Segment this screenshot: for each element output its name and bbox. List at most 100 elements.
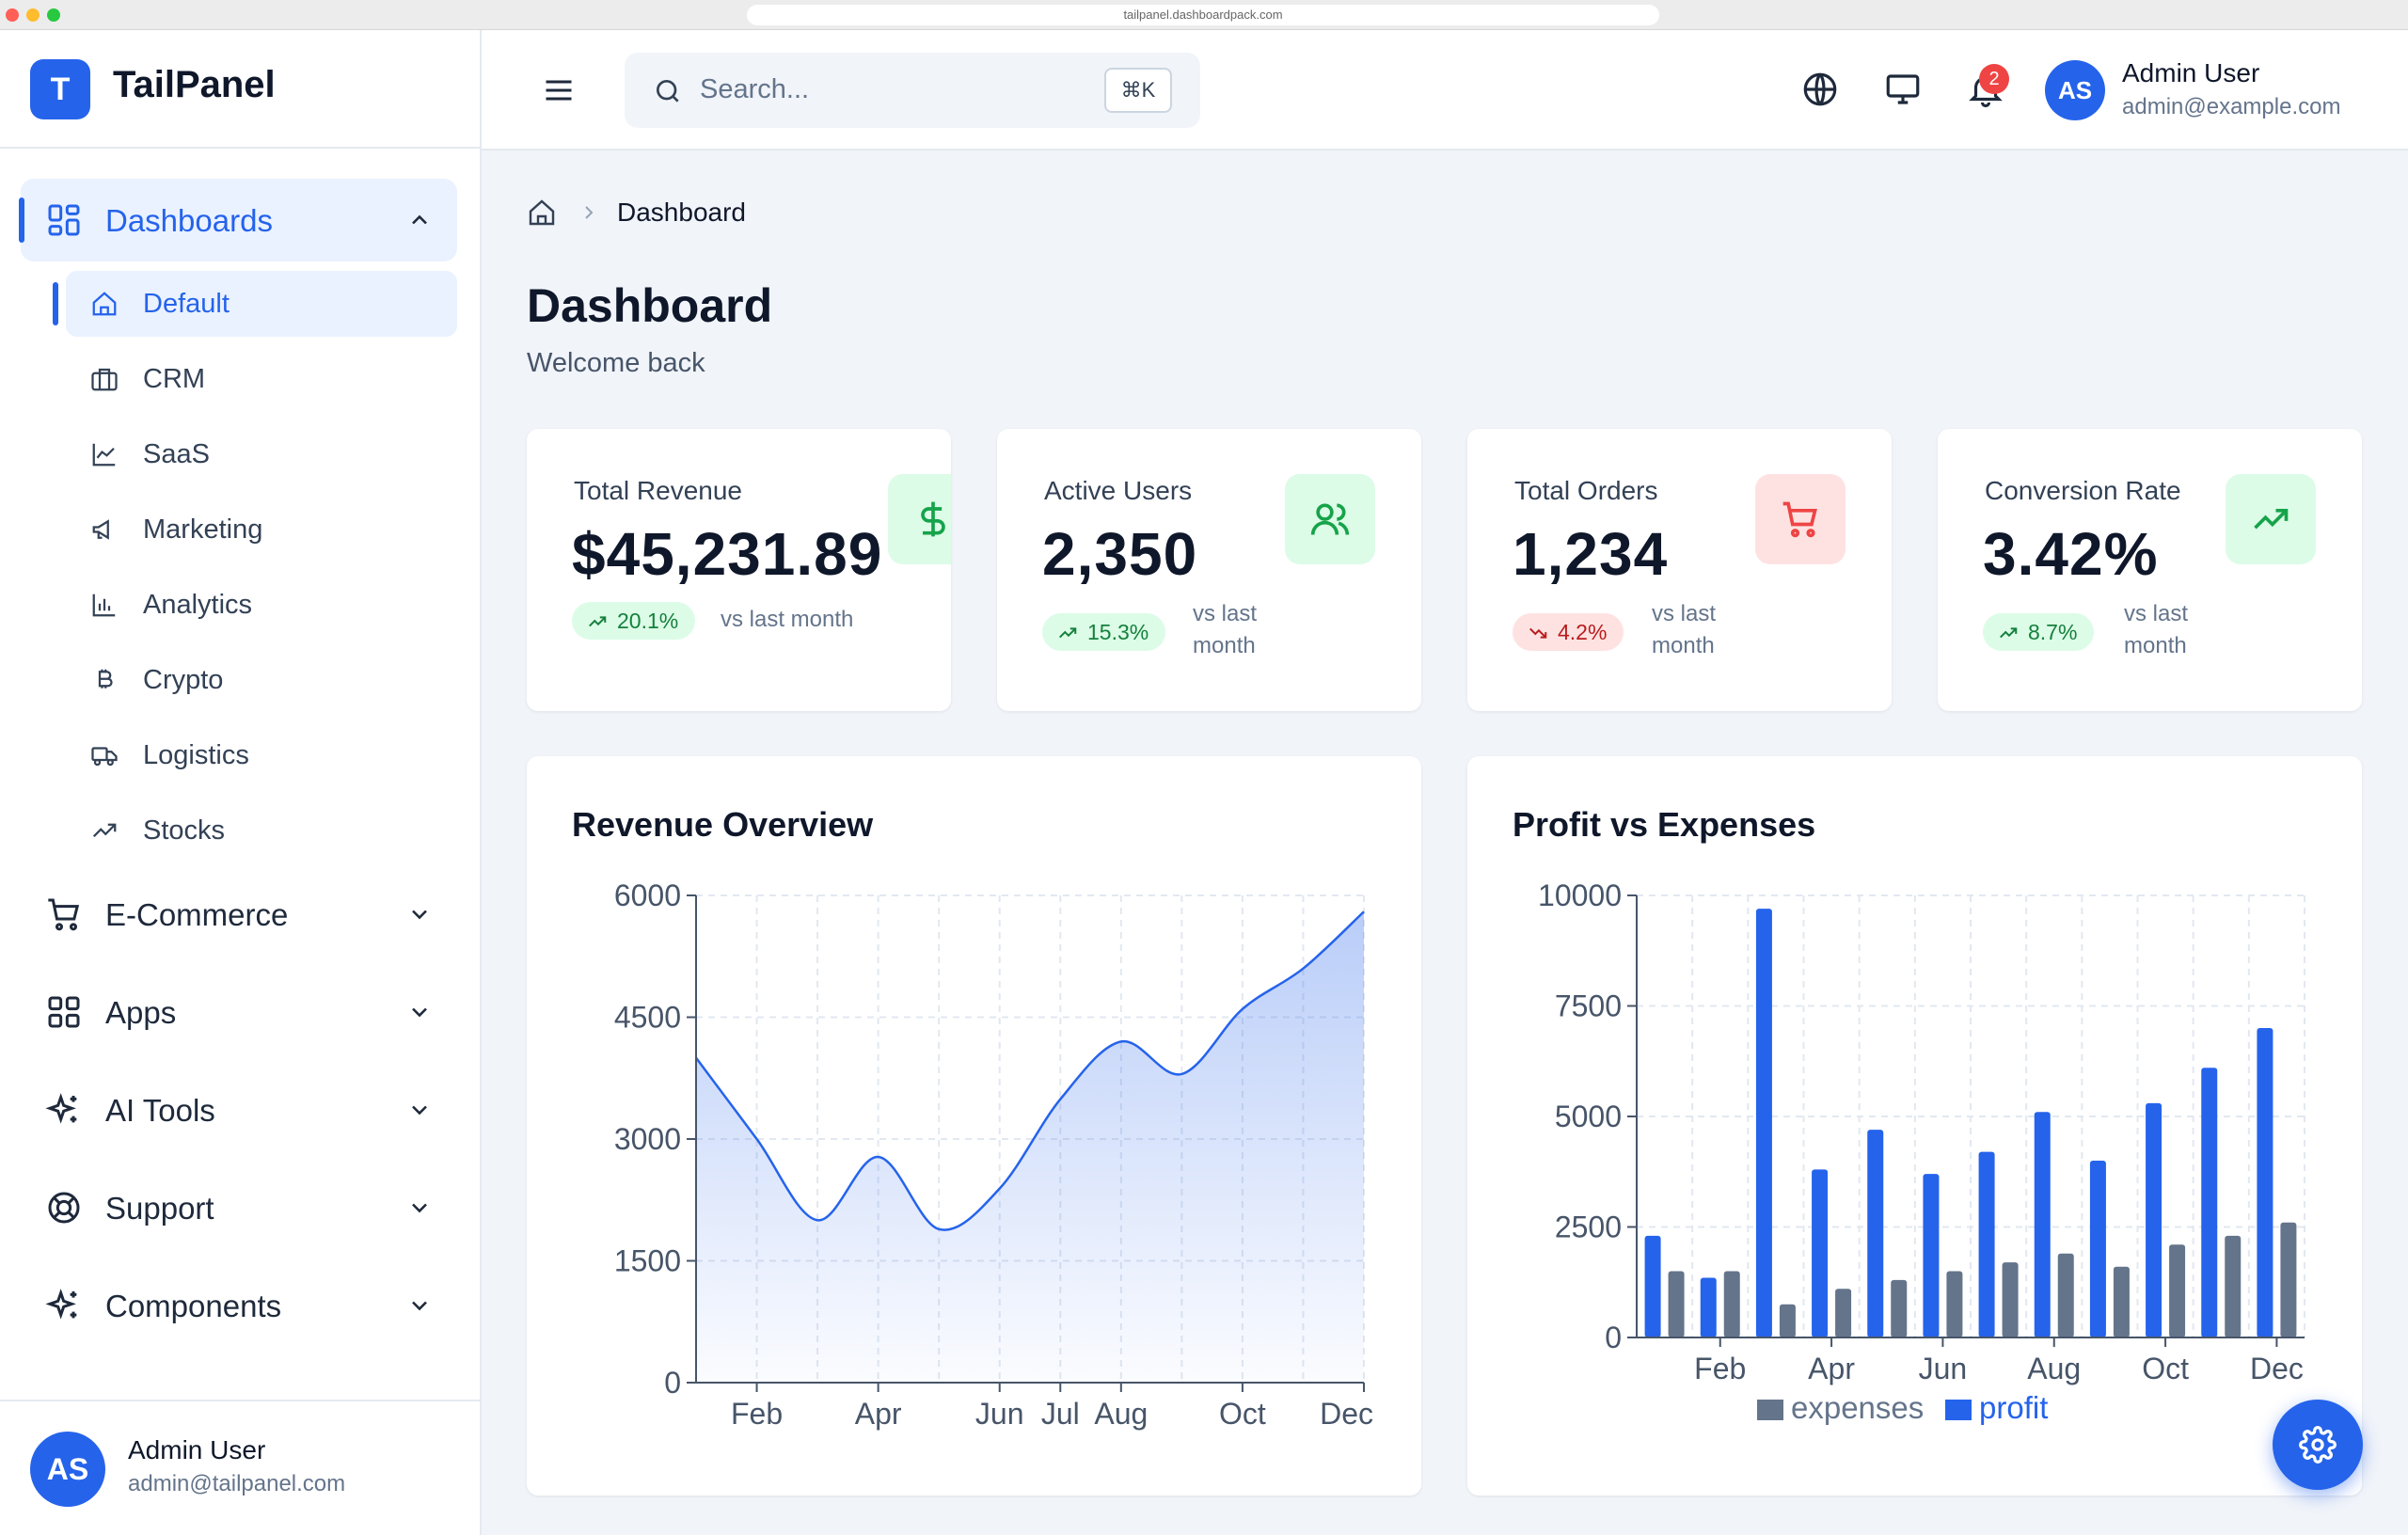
sidebar-item-saas[interactable]: SaaS <box>66 421 457 487</box>
bar-profit <box>2257 1028 2273 1337</box>
nav-group-ecommerce[interactable]: E-Commerce <box>21 873 457 956</box>
stat-compare-text: vs last month <box>721 607 854 632</box>
bar-profit <box>1867 1130 1884 1337</box>
browser-chrome: tailpanel.dashboardpack.com <box>0 0 2408 30</box>
window-close-dot[interactable] <box>6 8 19 22</box>
dashboard-grid-icon <box>48 204 80 236</box>
nav-group-apps[interactable]: Apps <box>21 971 457 1053</box>
chevron-right-icon <box>585 206 594 219</box>
chevron-down-icon[interactable] <box>406 999 433 1025</box>
legend-swatch <box>1945 1400 1972 1420</box>
stat-compare-text: vs last month <box>1652 598 1716 662</box>
avatar[interactable]: AS <box>2045 60 2105 120</box>
monitor-icon[interactable] <box>1883 70 1923 109</box>
nav-group-label: Components <box>105 1289 282 1323</box>
nav-group-label: AI Tools <box>105 1093 215 1128</box>
stat-change-value: 4.2% <box>1558 620 1608 644</box>
stat-value: 3.42% <box>1983 520 2159 588</box>
stat-card-active-users: Active Users 2,350 15.3% vs last month <box>997 429 1421 711</box>
sidebar-item-default[interactable]: Default <box>53 271 457 337</box>
stat-value: 1,234 <box>1513 520 1669 588</box>
truck-icon <box>91 747 118 767</box>
sidebar-item-label: Crypto <box>143 665 224 695</box>
chevron-down-icon[interactable] <box>406 901 433 927</box>
sidebar-item-label: Analytics <box>143 590 253 620</box>
bar-profit <box>2146 1102 2162 1337</box>
bar-expenses <box>2002 1262 2019 1337</box>
trending-up-icon <box>1059 627 1077 639</box>
chevron-down-icon[interactable] <box>406 1097 433 1123</box>
sidebar-item-label: Marketing <box>143 514 263 545</box>
stat-change-badge: 8.7% <box>1983 613 2095 651</box>
stat-change-value: 20.1% <box>617 609 679 633</box>
active-indicator <box>53 282 58 325</box>
y-tick-label: 6000 <box>614 878 681 912</box>
bar-expenses <box>1668 1271 1685 1337</box>
address-bar[interactable]: tailpanel.dashboardpack.com <box>747 5 1659 25</box>
bar-profit <box>1978 1151 1995 1337</box>
menu-icon[interactable] <box>542 73 576 107</box>
sidebar: T TailPanel Dashboards Default CRM SaaS … <box>0 30 482 1535</box>
brand[interactable]: T TailPanel <box>0 30 480 149</box>
chevron-down-icon[interactable] <box>406 1195 433 1221</box>
search-input[interactable]: Search... ⌘K <box>625 53 1200 128</box>
window-zoom-dot[interactable] <box>47 8 60 22</box>
chevron-down-icon[interactable] <box>406 1292 433 1319</box>
stat-icon-box <box>2226 474 2316 564</box>
stat-value: 2,350 <box>1042 520 1198 588</box>
legend-swatch <box>1757 1400 1783 1420</box>
user-email: admin@tailpanel.com <box>128 1471 346 1496</box>
nav-group-dashboards[interactable]: Dashboards <box>19 179 457 261</box>
chart-title: Profit vs Expenses <box>1513 805 1816 844</box>
bar-profit <box>1644 1235 1661 1337</box>
bar-profit <box>1700 1277 1717 1337</box>
trending-up-icon <box>2000 627 2018 639</box>
y-tick-label: 10000 <box>1538 878 1622 912</box>
nav-group-components[interactable]: Components <box>21 1264 457 1347</box>
stat-change-badge: 15.3% <box>1042 613 1166 651</box>
bar-profit <box>2201 1068 2218 1337</box>
trending-down-icon <box>1529 627 1547 639</box>
sidebar-item-crm[interactable]: CRM <box>66 346 457 412</box>
brand-logo: T <box>30 59 90 119</box>
sparkles-icon <box>45 1289 77 1320</box>
legend-label: profit <box>1979 1390 2048 1425</box>
window-minimize-dot[interactable] <box>26 8 40 22</box>
stat-card-total-orders: Total Orders 1,234 4.2% vs last month <box>1467 429 1892 711</box>
nav-group-label: E-Commerce <box>105 897 289 932</box>
notification-badge: 2 <box>1979 64 2009 94</box>
bar-expenses <box>2280 1222 2297 1337</box>
home-icon[interactable] <box>527 198 557 228</box>
sidebar-item-crypto[interactable]: Crypto <box>66 647 457 713</box>
nav-group-ai-tools[interactable]: AI Tools <box>21 1068 457 1151</box>
x-tick-label: Apr <box>1808 1352 1855 1385</box>
stat-change-badge: 20.1% <box>572 602 696 640</box>
sidebar-item-logistics[interactable]: Logistics <box>66 722 457 788</box>
sidebar-item-marketing[interactable]: Marketing <box>66 497 457 562</box>
home-icon <box>92 292 117 316</box>
avatar: AS <box>30 1432 105 1507</box>
page-subtitle: Welcome back <box>527 348 705 378</box>
nav-group-label: Apps <box>105 995 177 1030</box>
users-icon <box>1310 503 1350 535</box>
chevron-up-icon[interactable] <box>406 207 433 233</box>
stat-label: Conversion Rate <box>1985 476 2181 505</box>
profit-expenses-bar-chart[interactable]: 0 2500 5000 7500 10000 Feb Apr Jun Aug Oct Dec expe… <box>1467 756 2362 1495</box>
stat-icon-box <box>888 474 951 564</box>
settings-button[interactable] <box>2273 1400 2363 1490</box>
bar-profit <box>1755 909 1772 1337</box>
user-name[interactable]: Admin User <box>2122 58 2260 87</box>
x-tick-label: Feb <box>1694 1352 1746 1385</box>
stat-compare-line: month <box>1652 633 1715 658</box>
bar-expenses <box>2169 1244 2186 1337</box>
sidebar-user-card[interactable]: AS Admin User admin@tailpanel.com <box>0 1400 480 1535</box>
search-shortcut: ⌘K <box>1104 68 1172 113</box>
legend-label: expenses <box>1791 1390 1924 1425</box>
sidebar-item-label: Stocks <box>143 815 226 846</box>
revenue-area-chart[interactable]: 0 1500 3000 4500 6000 Feb Apr Jun Jul Aug Oct Dec <box>527 756 1421 1495</box>
globe-icon[interactable] <box>1800 70 1840 109</box>
sidebar-item-analytics[interactable]: Analytics <box>66 572 457 638</box>
nav-group-support[interactable]: Support <box>21 1166 457 1249</box>
x-tick-label: Aug <box>2027 1352 2081 1385</box>
sidebar-item-stocks[interactable]: Stocks <box>66 798 457 863</box>
